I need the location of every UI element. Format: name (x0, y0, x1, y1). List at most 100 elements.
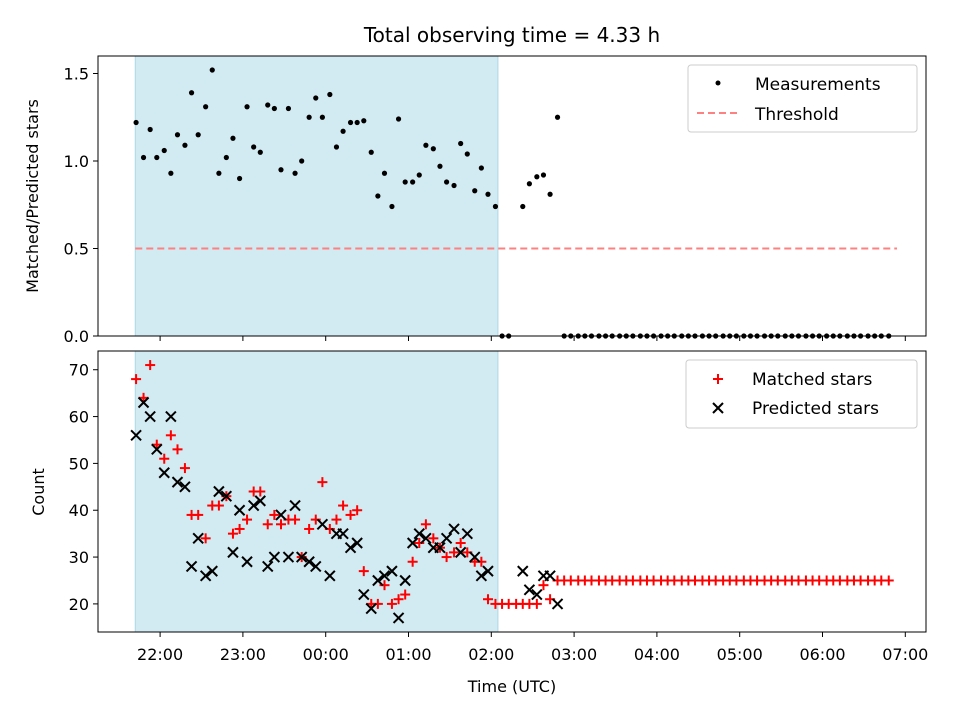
matched-star-point (234, 523, 245, 534)
predicted-star-point (227, 546, 239, 559)
measurement-point (554, 114, 561, 120)
measurement-point (540, 172, 547, 178)
y-axis-label-count: Count (29, 468, 48, 516)
measurement-point (292, 170, 298, 176)
measurement-point (319, 114, 325, 120)
measurement-point (520, 203, 526, 210)
matched-star-point (290, 514, 301, 525)
x-tick-label: 06:00 (799, 645, 845, 664)
matched-star-point (213, 500, 224, 511)
legend-bottom: Matched stars Predicted stars (685, 359, 918, 429)
matched-star-point (179, 463, 190, 474)
measurement-point (472, 188, 478, 194)
matched-star-point (338, 500, 349, 511)
predicted-star-point (213, 485, 225, 498)
x-tick-label: 03:00 (551, 645, 597, 664)
measurement-point (257, 149, 263, 155)
measurement-point (230, 135, 236, 141)
predicted-star-point (241, 556, 253, 568)
measurement-point (451, 182, 457, 189)
y-tick-label: 40 (69, 501, 89, 520)
y-tick-label: 1.0 (64, 152, 89, 171)
shaded-region (134, 350, 499, 633)
matched-star-point (131, 374, 142, 385)
measurement-point (203, 104, 209, 110)
predicted-star-point (344, 541, 357, 554)
y-tick-label: 60 (69, 408, 89, 427)
measurement-point (133, 119, 139, 126)
measurement-point (244, 104, 250, 110)
measurement-point (423, 142, 429, 148)
matched-star-point (269, 509, 280, 520)
predicted-star-point (544, 570, 556, 582)
matched-star-point (345, 509, 356, 520)
measurement-point (285, 105, 292, 112)
legend-label-measurements: Measurements (755, 75, 881, 95)
matched-star-point (393, 594, 404, 605)
y-tick-label: 70 (69, 361, 89, 380)
predicted-star-point (372, 574, 384, 587)
measurement-point (354, 119, 360, 126)
predicted-star-point (130, 429, 142, 442)
predicted-star-point (406, 537, 419, 549)
predicted-star-point (185, 560, 198, 573)
measurement-point (437, 163, 443, 169)
measurement-point (188, 90, 195, 96)
predicted-star-point (282, 551, 295, 563)
predicted-star-point (206, 565, 218, 577)
matched-star-point (482, 594, 493, 605)
measurement-point (216, 170, 222, 176)
measurement-point (271, 105, 277, 112)
matched-star-point (262, 519, 273, 530)
predicted-star-point (165, 410, 177, 423)
predicted-star-point (454, 546, 467, 559)
y-tick-label: 20 (69, 595, 89, 614)
matched-star-point (386, 598, 397, 609)
predicted-star-point (378, 570, 391, 582)
predicted-star-point (386, 565, 398, 577)
predicted-star-point (220, 490, 233, 502)
predicted-star-point (233, 504, 246, 516)
measurement-point (464, 151, 470, 157)
legend-box (685, 359, 918, 429)
shaded-region (134, 55, 499, 337)
matched-star-point (242, 514, 253, 525)
measurement-point (313, 95, 319, 101)
measurement-point (458, 140, 464, 147)
chart-title: Total observing time = 4.33 h (363, 23, 660, 47)
predicted-star-point (316, 518, 329, 530)
x-tick-label: 04:00 (634, 645, 680, 664)
x-tick-label: 05:00 (717, 645, 763, 664)
measurement-point (182, 142, 188, 148)
predicted-star-point (523, 584, 536, 596)
panel-frame (97, 55, 927, 337)
legend-box (687, 64, 918, 133)
measurement-point (402, 179, 408, 185)
predicted-star-point (254, 495, 266, 507)
measurement-point (547, 191, 553, 197)
legend-marker-matched (713, 374, 723, 384)
x-tick-label: 07:00 (882, 645, 928, 664)
matched-star-point (455, 538, 466, 549)
predicted-star-point (482, 565, 494, 577)
matched-star-point (883, 575, 894, 586)
predicted-star-point (289, 499, 301, 512)
measurement-point (306, 114, 312, 120)
matched-star-point (400, 589, 411, 600)
predicted-star-point (158, 467, 170, 479)
x-tick-label: 01:00 (385, 645, 431, 664)
matched-star-point (352, 505, 363, 516)
matched-star-point (538, 580, 549, 591)
measurement-point (154, 154, 160, 161)
measurement-point (361, 118, 367, 124)
measurement-point (381, 170, 388, 176)
matched-star-point (255, 486, 266, 497)
matched-star-point (193, 509, 204, 520)
predicted-star-point (303, 556, 315, 568)
measurement-point (299, 158, 305, 164)
x-tick-label: 22:00 (137, 645, 183, 664)
predicted-star-point (310, 560, 322, 573)
predicted-star-point (358, 588, 370, 601)
predicted-star-point (151, 443, 163, 456)
y-tick-label: 50 (69, 454, 89, 473)
